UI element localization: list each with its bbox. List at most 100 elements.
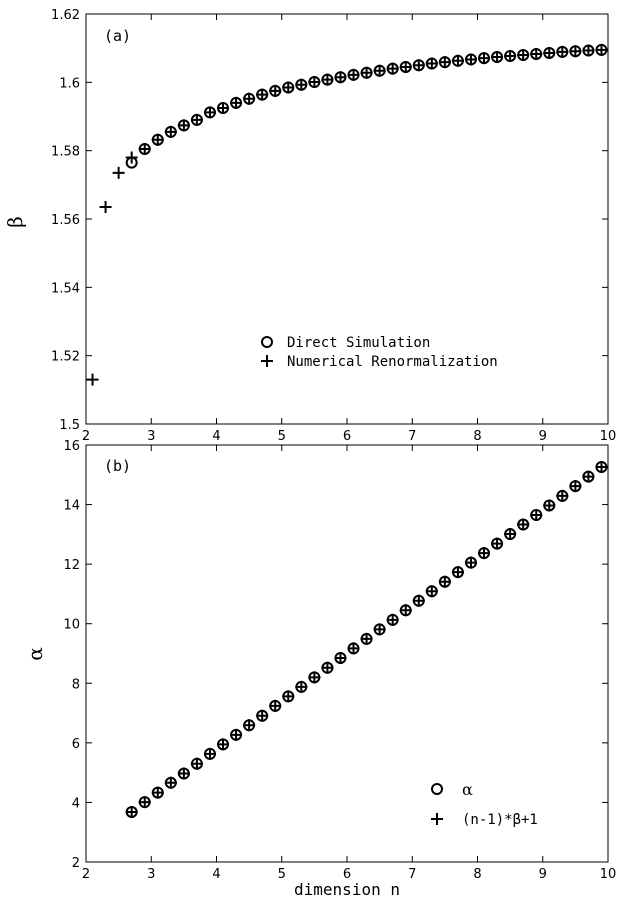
panel-a: 1.5 1.52 1.54 1.56 1.58 1.6 1.62 2 3 4 5 6 7 8 9 10 (a… bbox=[3, 8, 616, 444]
panel-a-label: (a) bbox=[104, 27, 131, 45]
x-tick-label: 8 bbox=[473, 429, 481, 444]
data-point-plus bbox=[347, 642, 360, 655]
legend-entry-direct-simulation: Direct Simulation bbox=[287, 335, 430, 351]
y-tick-label: 12 bbox=[63, 558, 80, 573]
data-point-plus bbox=[256, 709, 269, 722]
legend-plus-marker bbox=[431, 813, 443, 825]
data-point-plus bbox=[530, 47, 543, 60]
y-tick-label: 2 bbox=[72, 856, 80, 871]
y-tick-label: 1.5 bbox=[59, 418, 80, 433]
panel-a-legend: Direct Simulation Numerical Renormalizat… bbox=[261, 335, 498, 370]
data-point-plus bbox=[282, 81, 295, 94]
x-tick-label: 7 bbox=[408, 867, 416, 882]
data-point-plus bbox=[138, 796, 151, 809]
data-point-plus bbox=[256, 88, 269, 101]
data-point-plus bbox=[478, 52, 491, 65]
data-point-plus bbox=[360, 632, 373, 645]
data-point-plus bbox=[295, 78, 308, 91]
x-tick-label: 5 bbox=[278, 429, 286, 444]
x-tick-label: 9 bbox=[539, 867, 547, 882]
data-point-plus bbox=[164, 125, 177, 138]
data-point-plus bbox=[334, 651, 347, 664]
data-point-plus bbox=[595, 43, 608, 56]
data-point-plus bbox=[217, 101, 230, 114]
legend-entry-numerical-renormalization: Numerical Renormalization bbox=[287, 354, 498, 370]
data-point-plus bbox=[517, 49, 530, 61]
data-point-plus bbox=[438, 56, 451, 69]
data-point-plus bbox=[269, 699, 282, 712]
panel-b-frame bbox=[85, 444, 609, 863]
x-tick-label: 8 bbox=[473, 867, 481, 882]
data-point-plus bbox=[308, 75, 321, 88]
data-point-plus bbox=[504, 528, 517, 541]
x-tick-label: 2 bbox=[82, 429, 90, 444]
data-point-plus bbox=[190, 757, 203, 770]
data-point-plus bbox=[399, 604, 412, 617]
x-tick-label: 4 bbox=[212, 867, 220, 882]
y-tick-label: 1.58 bbox=[51, 145, 80, 160]
data-point-plus bbox=[491, 51, 504, 64]
data-point-plus bbox=[451, 54, 464, 67]
data-point-plus bbox=[269, 84, 282, 97]
data-point-plus bbox=[282, 690, 295, 703]
data-point-plus bbox=[86, 373, 99, 386]
data-point-plus bbox=[177, 119, 190, 132]
y-tick-label: 1.54 bbox=[51, 281, 80, 296]
data-point-plus bbox=[347, 68, 360, 81]
x-tick-label: 6 bbox=[343, 867, 351, 882]
panel-b-legend: α (n-1)*β+1 bbox=[431, 780, 538, 828]
data-point-plus bbox=[464, 53, 477, 66]
x-tick-label: 4 bbox=[212, 429, 220, 444]
x-axis-label: dimension n bbox=[294, 880, 400, 899]
data-point-plus bbox=[373, 64, 386, 77]
x-tick-label: 2 bbox=[82, 867, 90, 882]
data-point-plus bbox=[464, 556, 477, 569]
data-point-plus bbox=[151, 133, 164, 146]
data-point-plus bbox=[517, 518, 530, 531]
y-tick-label: 4 bbox=[72, 796, 80, 811]
panel-b: 2 4 6 8 10 12 14 16 2 3 4 5 6 7 8 9 10 (b) α dimension … bbox=[23, 439, 616, 899]
data-point-plus bbox=[530, 508, 543, 521]
panel-b-y-ticks: 2 4 6 8 10 12 14 16 bbox=[63, 439, 608, 871]
x-tick-label: 5 bbox=[278, 867, 286, 882]
data-point-plus bbox=[295, 680, 308, 693]
y-tick-label: 1.52 bbox=[51, 350, 80, 365]
data-point-plus bbox=[595, 461, 608, 474]
legend-plus-marker bbox=[261, 355, 273, 367]
x-tick-label: 3 bbox=[147, 429, 155, 444]
data-point-plus bbox=[399, 60, 412, 73]
data-point-plus bbox=[425, 57, 438, 70]
data-point-plus bbox=[217, 738, 230, 751]
data-point-plus bbox=[151, 786, 164, 799]
x-tick-label: 6 bbox=[343, 429, 351, 444]
data-point-plus bbox=[438, 575, 451, 588]
legend-circle-marker bbox=[261, 336, 273, 348]
y-tick-label: 6 bbox=[72, 737, 80, 752]
data-point-plus bbox=[386, 62, 399, 75]
data-point-plus bbox=[125, 805, 138, 818]
data-point-plus bbox=[569, 480, 582, 493]
y-tick-label: 1.62 bbox=[51, 8, 80, 23]
panel-a-x-ticks: 2 3 4 5 6 7 8 9 10 bbox=[82, 14, 616, 444]
y-tick-label: 1.56 bbox=[51, 213, 80, 228]
data-point-plus bbox=[321, 661, 334, 674]
y-tick-label: 16 bbox=[63, 439, 80, 454]
legend-entry-alpha: α bbox=[462, 780, 473, 799]
y-tick-label: 10 bbox=[63, 618, 80, 633]
data-point-plus bbox=[582, 470, 595, 483]
data-point-plus bbox=[425, 585, 438, 598]
legend-entry-formula: (n-1)*β+1 bbox=[462, 812, 538, 828]
panel-b-x-ticks: 2 3 4 5 6 7 8 9 10 bbox=[82, 445, 616, 882]
x-tick-label: 7 bbox=[408, 429, 416, 444]
legend-circle-marker bbox=[431, 783, 443, 795]
x-tick-label: 9 bbox=[539, 429, 547, 444]
data-point-plus bbox=[386, 613, 399, 626]
data-point-plus bbox=[164, 776, 177, 789]
panel-a-y-ticks: 1.5 1.52 1.54 1.56 1.58 1.6 1.62 bbox=[51, 8, 608, 433]
x-tick-label: 10 bbox=[600, 429, 617, 444]
y-tick-label: 14 bbox=[63, 499, 80, 514]
data-point-plus bbox=[99, 201, 112, 214]
panel-a-markers bbox=[86, 43, 608, 386]
data-point-plus bbox=[334, 71, 347, 84]
data-point-plus bbox=[504, 50, 517, 63]
